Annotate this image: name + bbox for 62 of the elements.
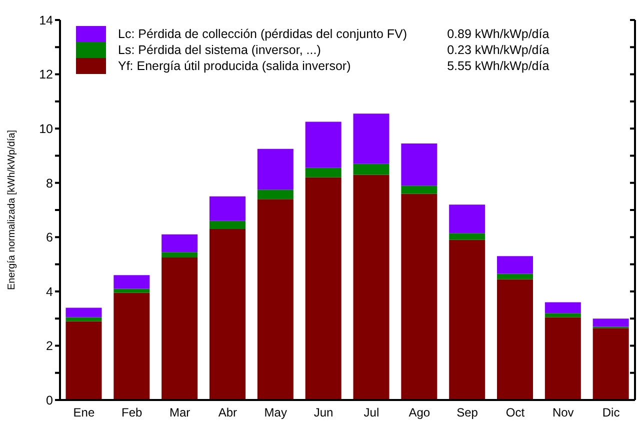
bar [353, 164, 390, 175]
y-tick-label: 6 [46, 230, 54, 245]
x-tick-label: Oct [506, 406, 526, 420]
y-tick-label: 2 [46, 339, 54, 354]
x-tick-label: Ago [408, 406, 430, 420]
bar [257, 190, 294, 200]
bar [401, 194, 438, 400]
bar [497, 256, 533, 274]
y-tick-label: 8 [46, 176, 54, 190]
x-tick-label: Ene [73, 406, 95, 420]
bar [544, 302, 581, 314]
x-tick-label: Feb [122, 406, 143, 420]
bar [449, 233, 486, 240]
bar [544, 313, 581, 318]
bar [401, 186, 438, 194]
x-tick-label: Nov [552, 406, 574, 420]
x-tick-label: Jul [364, 406, 380, 420]
bar [592, 318, 629, 327]
bar [66, 308, 102, 318]
annotation: 0.23 kWh/kWp/día [447, 42, 550, 58]
bar [401, 144, 438, 186]
bar [66, 321, 102, 400]
y-tick-label: 0 [46, 393, 54, 408]
bar [305, 177, 342, 400]
bar [114, 288, 150, 293]
bar [544, 317, 581, 400]
y-tick-label: 14 [39, 13, 54, 28]
bar [162, 258, 198, 400]
y-tick-label: 10 [39, 122, 54, 136]
annotation: 5.55 kWh/kWp/día [447, 58, 550, 74]
bar [353, 174, 390, 400]
bar [66, 317, 102, 322]
y-tick-label: 4 [46, 284, 54, 299]
x-tick-label: Jun [314, 406, 334, 420]
x-tick-label: Mar [169, 406, 190, 420]
x-tick-label: Sep [456, 406, 478, 420]
bar [114, 275, 150, 289]
x-tick-label: Dic [602, 406, 620, 420]
bar [497, 274, 533, 280]
bar [210, 196, 246, 221]
bar [210, 229, 246, 400]
x-tick-label: May [264, 406, 287, 420]
bar [305, 168, 342, 178]
legend-label: Yf: Energía útil producida (salida inversor) [118, 58, 352, 74]
annotation: 0.89 kWh/kWp/día [447, 26, 550, 42]
bar [449, 240, 486, 400]
bar [449, 204, 486, 234]
bar [162, 234, 198, 252]
bar [257, 199, 294, 400]
y-tick-label: 12 [39, 68, 54, 82]
bar [353, 114, 390, 164]
bar [592, 328, 629, 400]
bar [114, 292, 150, 400]
y-axis-title: Energía normalizada [kWh/kWp/día] [6, 130, 18, 290]
bar [497, 279, 533, 400]
bar [210, 220, 246, 229]
bar [305, 122, 342, 168]
legend-label: Ls: Pérdida del sistema (inversor, ...) [118, 42, 322, 58]
bar [162, 252, 198, 258]
legend-label: Lc: Pérdida de collección (pérdidas del conjunto FV) [118, 26, 408, 42]
x-tick-label: Abr [218, 406, 238, 420]
bar [257, 148, 294, 190]
